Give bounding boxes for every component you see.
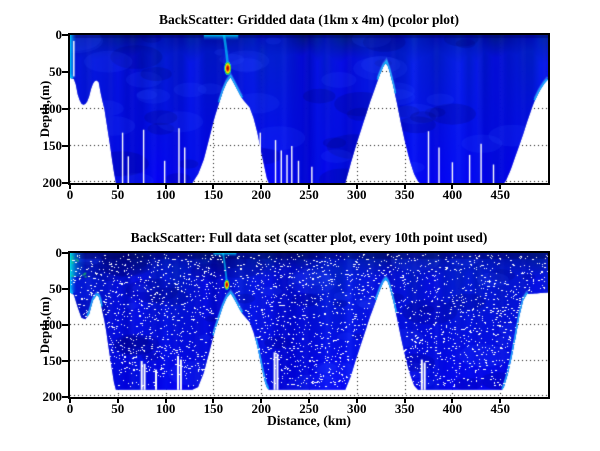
- plot2-x-tick-mark: [308, 399, 310, 403]
- plot2-x-tick-mark: [355, 399, 358, 403]
- plot2-y-tick-mark: [62, 252, 68, 254]
- plot1-x-tick-label: 300: [347, 187, 367, 202]
- plot1-x-tick-mark: [69, 185, 71, 189]
- plot1-x-tick-label: 350: [394, 187, 415, 202]
- plot1-x-tick-mark: [164, 185, 167, 189]
- plot2-x-tick-label: 450: [490, 401, 510, 416]
- plot1-axes: [68, 33, 550, 185]
- plot1-x-tick-label: 50: [111, 187, 125, 202]
- plot1-y-tick-mark: [62, 108, 68, 110]
- plot1-x-tick-mark: [260, 185, 263, 189]
- plot2-x-tick-mark: [451, 399, 454, 403]
- plot1-y-tick-label: 150: [42, 138, 63, 153]
- plot2-y-tick-label: 100: [42, 317, 63, 332]
- plot2-x-tick-mark: [116, 399, 119, 403]
- plot1-x-tick-mark: [116, 185, 119, 189]
- plot2-x-tick-mark: [164, 399, 167, 403]
- plot1-x-tick-mark: [308, 185, 310, 189]
- plot1-title: BackScatter: Gridded data (1km x 4m) (pc…: [158, 12, 460, 27]
- plot2-y-tick-label: 200: [42, 389, 63, 404]
- plot2-x-tick-mark: [403, 399, 406, 403]
- plot2-axes: [68, 251, 550, 399]
- plot2-scatter-canvas: [70, 253, 548, 397]
- plot2-x-tick-mark: [212, 399, 215, 403]
- plot2-y-tick-label: 150: [42, 353, 63, 368]
- plot2-x-tick-label: 200: [251, 401, 271, 416]
- plot2-x-tick-label: 300: [347, 401, 367, 416]
- plot1-y-tick-mark: [62, 182, 68, 184]
- plot2-x-tick-mark: [499, 399, 502, 403]
- plot2-y-tick-label: 50: [49, 281, 62, 296]
- plot1-x-tick-label: 400: [442, 187, 463, 202]
- plot1-y-tick-label: 100: [42, 101, 63, 116]
- plot1-x-tick-label: 200: [251, 187, 271, 202]
- plot1-x-tick-mark: [355, 185, 358, 189]
- plot1-x-tick-label: 250: [299, 187, 319, 202]
- plot2-x-tick-mark: [69, 399, 71, 403]
- plot1-x-tick-label: 100: [155, 187, 176, 202]
- plot1-y-tick-label: 200: [42, 175, 63, 190]
- plot1-y-tick-label: 0: [55, 27, 63, 42]
- plot2-x-axis-label: Distance, (km): [267, 413, 351, 428]
- plot2-y-tick-mark: [62, 288, 68, 290]
- plot1-pcolor-canvas: [70, 35, 548, 183]
- plot2-x-tick-label: 0: [66, 401, 74, 416]
- plot2-y-tick-label: 0: [55, 245, 63, 260]
- plot2-y-tick-mark: [62, 360, 68, 362]
- plot2-title: BackScatter: Full data set (scatter plot…: [130, 230, 488, 245]
- plot1-x-tick-mark: [451, 185, 454, 189]
- plot2-x-tick-label: 100: [155, 401, 176, 416]
- plot2-x-tick-label: 400: [442, 401, 463, 416]
- plot1-y-tick-mark: [62, 34, 68, 36]
- plot2-x-tick-label: 350: [394, 401, 415, 416]
- plot1-x-tick-mark: [499, 185, 502, 189]
- plot2-x-tick-label: 250: [299, 401, 319, 416]
- plot1-x-tick-label: 0: [66, 187, 74, 202]
- plot2-x-tick-mark: [260, 399, 263, 403]
- plot2-x-tick-label: 50: [111, 401, 125, 416]
- plot2-y-tick-mark: [62, 324, 68, 326]
- plot1-y-tick-mark: [62, 71, 68, 73]
- plot1-x-tick-label: 150: [203, 187, 224, 202]
- plot1-y-tick-mark: [62, 145, 68, 147]
- plot1-x-tick-mark: [403, 185, 406, 189]
- plot2-y-tick-mark: [62, 396, 68, 398]
- plot1-y-tick-label: 50: [49, 64, 62, 79]
- plot2-x-tick-label: 150: [203, 401, 224, 416]
- plot1-x-tick-mark: [212, 185, 215, 189]
- plot1-x-tick-label: 450: [490, 187, 510, 202]
